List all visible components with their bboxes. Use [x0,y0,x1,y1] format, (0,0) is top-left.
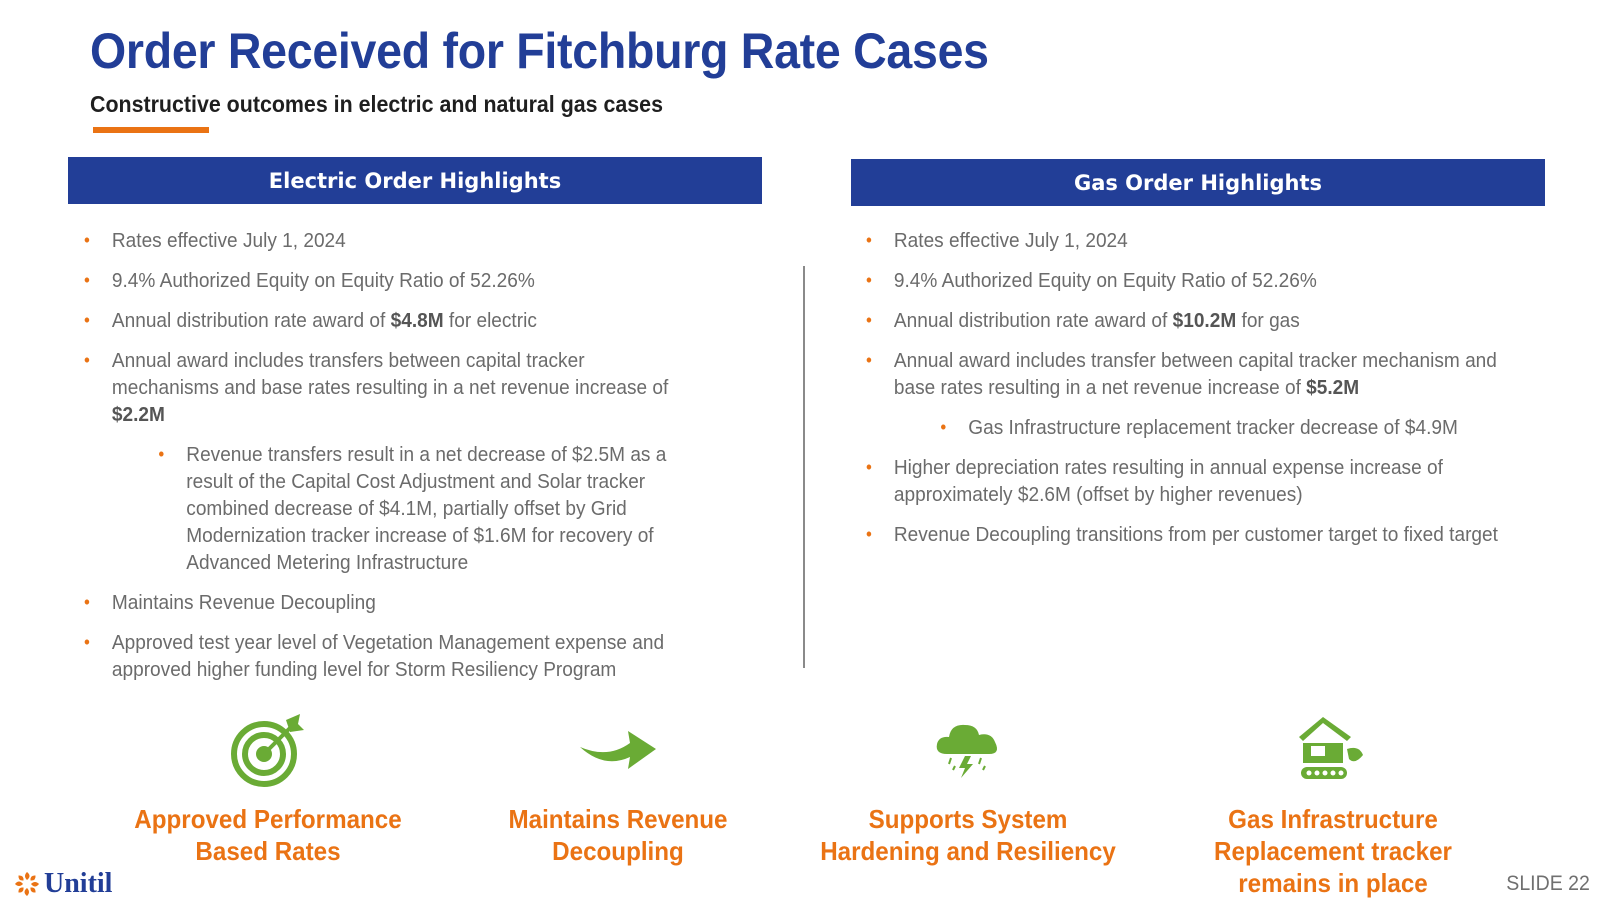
bullet-item: • Rates effective July 1, 2024 [866,229,1128,252]
feature-label-line: Based Rates [195,836,341,866]
feature-label-line: remains in place [1238,868,1428,898]
target-icon [108,705,428,795]
gas-panel-header: Gas Order Highlights [851,159,1545,206]
feature-revenue-decoupling: Maintains Revenue Decoupling [458,705,778,867]
bullet-dot-icon: • [866,457,872,477]
feature-label-line: Maintains Revenue [508,804,728,834]
feature-label-line: Hardening and Resiliency [820,836,1116,866]
bullet-item: • Annual distribution rate award of $10.2… [866,309,1300,332]
feature-label-line: Gas Infrastructure [1228,804,1438,834]
feature-label-line: Replacement tracker [1214,836,1452,866]
bullet-dot-icon: • [84,350,90,370]
page-title: Order Received for Fitchburg Rate Cases [90,23,989,79]
feature-performance-rates: Approved Performance Based Rates [108,705,428,867]
bullet-dot-icon: • [84,270,90,290]
bullet-dot-icon: • [940,417,947,437]
gas-panel-heading: Gas Order Highlights [1073,170,1323,195]
sub-bullet-item: • Revenue transfers result in a net decre… [158,443,667,574]
storm-cloud-icon [808,705,1128,795]
bullet-dot-icon: • [866,310,872,330]
feature-label-line: Decoupling [552,836,684,866]
bullet-item: • Rates effective July 1, 2024 [84,229,346,252]
slide-number: SLIDE 22 [1506,872,1590,895]
bullet-item: • Maintains Revenue Decoupling [84,591,376,614]
bullet-dot-icon: • [158,444,165,464]
logo-wordmark: Unitil [44,868,113,899]
bullet-item: • Annual award includes transfer between … [866,349,1497,399]
bullet-dot-icon: • [84,592,90,612]
feature-system-hardening: Supports System Hardening and Resiliency [808,705,1128,867]
bullet-item: • 9.4% Authorized Equity on Equity Ratio … [84,269,535,292]
bullet-dot-icon: • [866,230,872,250]
bullet-dot-icon: • [84,230,90,250]
bullet-item: • Approved test year level of Vegetation … [84,631,665,681]
bullet-item: • Annual distribution rate award of $4.8M… [84,309,537,332]
sub-bullet-item: • Gas Infrastructure replacement tracker … [940,416,1458,439]
bullet-item: • Revenue Decoupling transitions from per… [866,523,1498,546]
page-subtitle: Constructive outcomes in electric and na… [90,91,663,117]
bullet-item: • Annual award includes transfers between… [84,349,669,426]
bullet-dot-icon: • [84,632,90,652]
feature-gas-infrastructure: Gas Infrastructure Replacement tracker r… [1173,705,1493,899]
sunburst-logo-icon [15,872,39,896]
gas-bullet-list: • Rates effective July 1, 2024 • 9.4% Auth… [866,227,1546,561]
bullet-dot-icon: • [84,310,90,330]
bullet-item: • Higher depreciation rates resulting in … [866,456,1443,506]
bullet-dot-icon: • [866,524,872,544]
feature-label-line: Supports System [868,804,1068,834]
excavator-icon [1173,705,1493,795]
unitil-logo: Unitil [14,868,112,900]
electric-panel-header: Electric Order Highlights [68,157,762,204]
column-divider [803,266,805,668]
arrow-right-icon [458,705,778,795]
bullet-dot-icon: • [866,270,872,290]
bullet-item: • 9.4% Authorized Equity on Equity Ratio … [866,269,1317,292]
accent-underline [93,127,209,133]
electric-panel-heading: Electric Order Highlights [268,168,562,193]
electric-bullet-list: • Rates effective July 1, 2024 • 9.4% Auth… [84,227,734,696]
feature-label-line: Approved Performance [134,804,402,834]
bullet-dot-icon: • [866,350,872,370]
